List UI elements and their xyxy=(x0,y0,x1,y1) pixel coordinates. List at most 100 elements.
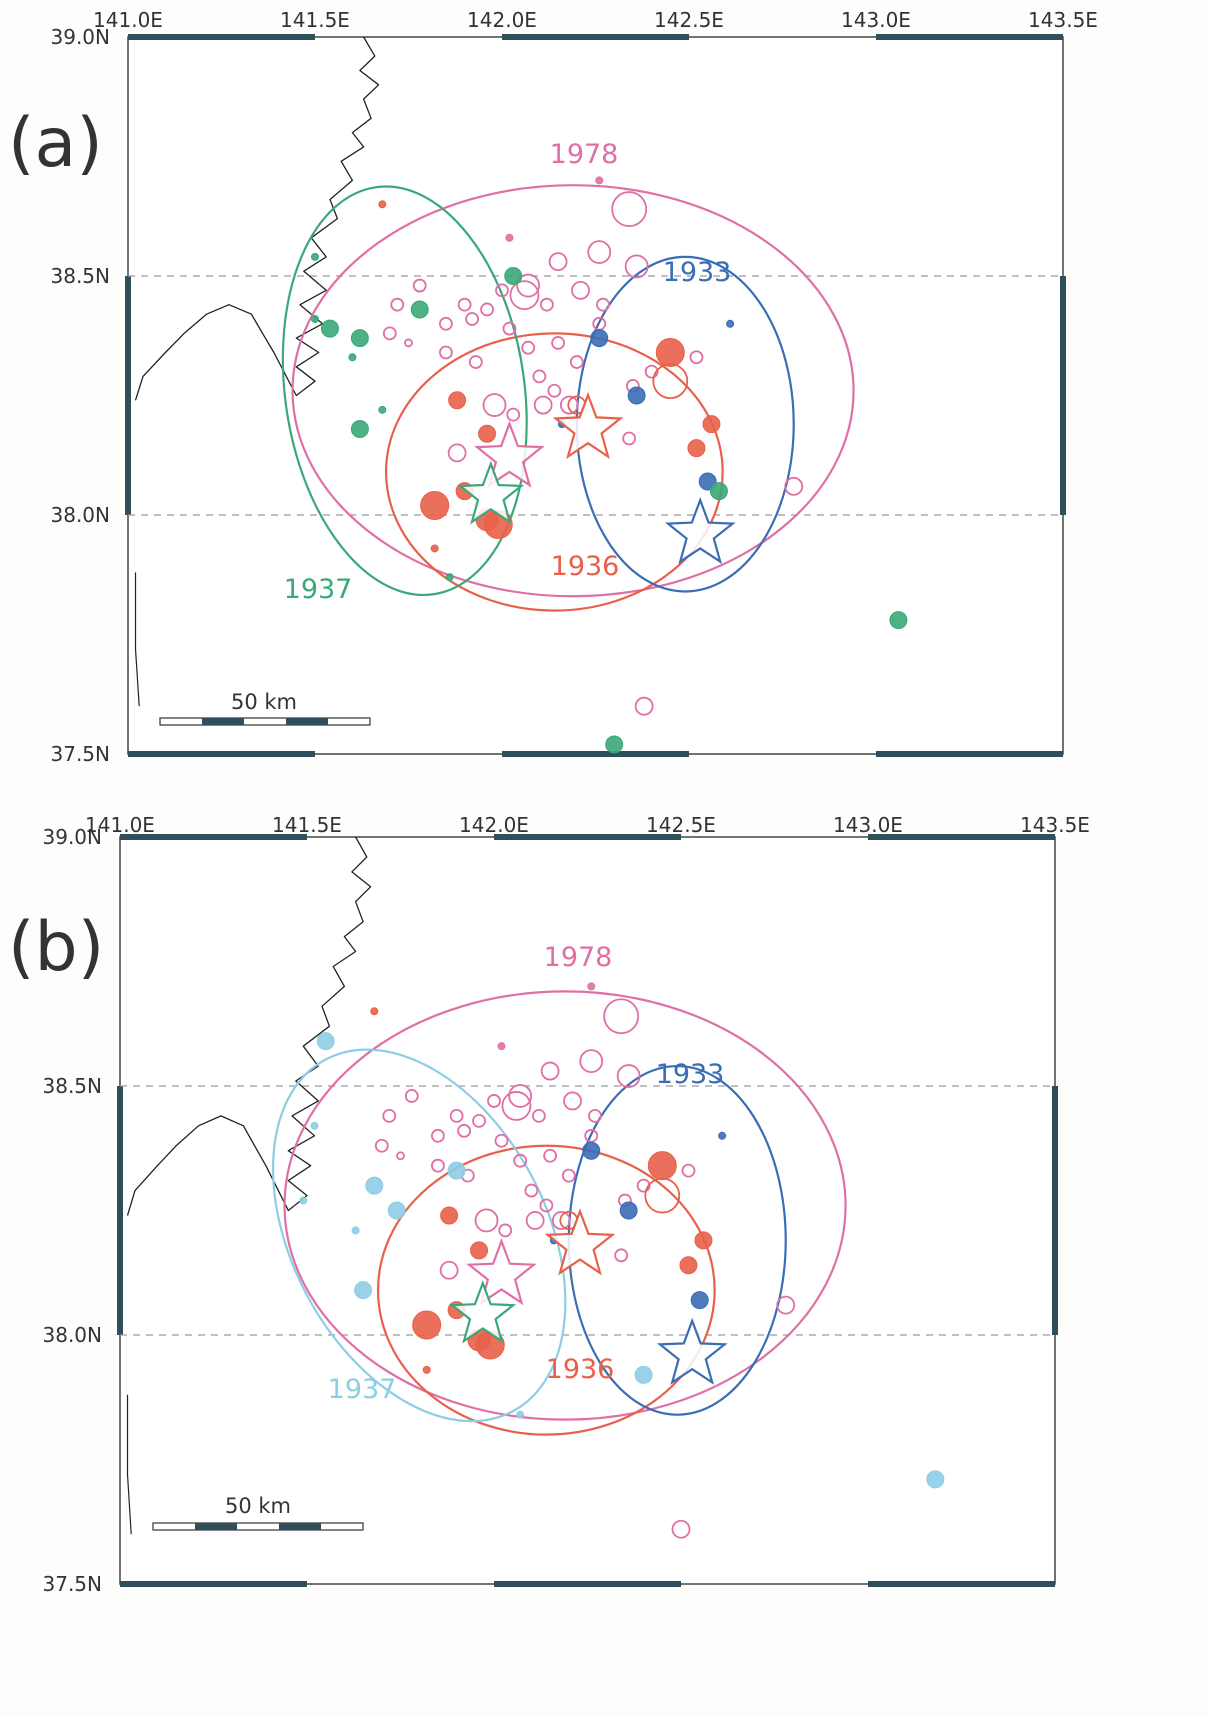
coastline xyxy=(134,36,380,707)
coastline-path xyxy=(126,1394,132,1535)
event-marker-r1978 xyxy=(569,355,584,369)
event-marker-r1978 xyxy=(502,321,517,336)
event-marker-r1978 xyxy=(465,312,479,326)
event-marker-r1978 xyxy=(540,1061,560,1081)
event-marker-r1937b xyxy=(316,1032,335,1051)
event-marker-r1978 xyxy=(559,395,579,415)
rupture-ellipse-r1936 xyxy=(384,332,724,612)
scale-bar: 50 km xyxy=(159,690,371,726)
event-marker-r1937b xyxy=(365,1176,384,1195)
y-tick-label: 38.0N xyxy=(43,1323,103,1347)
event-marker-r1978 xyxy=(784,476,804,496)
x-tick-label: 141.0E xyxy=(93,8,163,32)
event-marker-r1978 xyxy=(506,407,521,422)
rupture-ellipse-r1978 xyxy=(291,184,855,598)
event-marker-r1978 xyxy=(551,336,565,350)
event-marker-r1978 xyxy=(497,1042,506,1051)
event-marker-r1978 xyxy=(472,1113,486,1128)
event-marker-r1978 xyxy=(525,1211,545,1230)
label-1978: 1978 xyxy=(550,139,619,170)
event-marker-r1936 xyxy=(702,415,721,434)
panel-label: (b) xyxy=(8,908,104,987)
event-marker-r1978 xyxy=(689,350,704,365)
frame-scale-bars xyxy=(125,34,1066,757)
event-marker-r1978 xyxy=(412,278,427,293)
event-marker-r1936 xyxy=(687,439,706,458)
frame-bar-bottom xyxy=(128,751,315,757)
event-marker-r1978 xyxy=(533,395,553,415)
frame-scale-bars xyxy=(117,834,1058,1587)
event-marker-r1978 xyxy=(396,1151,405,1161)
event-marker-r1978 xyxy=(521,340,536,355)
event-marker-r1937a xyxy=(320,319,339,338)
event-marker-r1937a xyxy=(889,611,908,630)
event-marker-r1936 xyxy=(448,391,467,410)
event-marker-r1936 xyxy=(430,544,439,553)
event-marker-r1978 xyxy=(539,1198,554,1213)
event-marker-r1937a xyxy=(410,300,429,319)
event-marker-r1978 xyxy=(681,1163,696,1178)
event-marker-r1978 xyxy=(468,355,483,369)
event-marker-r1978 xyxy=(509,280,540,311)
frame-bar-bottom xyxy=(876,751,1063,757)
event-marker-r1937a xyxy=(445,573,454,582)
x-tick-label: 141.5E xyxy=(280,8,350,32)
rupture-ellipse-r1937b xyxy=(271,1048,567,1423)
event-marker-r1978 xyxy=(482,393,507,417)
epicenter-stars xyxy=(457,391,736,565)
scale-bar: 50 km xyxy=(152,1494,364,1531)
event-marker-r1978 xyxy=(532,369,547,384)
event-marker-r1978 xyxy=(551,1211,571,1230)
frame-bar-left xyxy=(117,1086,123,1335)
event-marker-r1937a xyxy=(378,405,387,414)
event-marker-r1978 xyxy=(622,431,637,446)
event-marker-r1936 xyxy=(422,1365,431,1374)
frame-bar-top xyxy=(128,34,315,40)
event-marker-r1937a xyxy=(350,419,369,438)
event-marker-r1978 xyxy=(588,1108,602,1123)
event-marker-r1933 xyxy=(619,1201,638,1220)
epicenter-star-r1933 xyxy=(664,496,736,565)
event-marker-r1978 xyxy=(548,252,568,272)
epicenter-stars xyxy=(449,1208,728,1385)
frame-bar-bottom xyxy=(494,1581,681,1587)
aftershock-events xyxy=(299,982,945,1539)
frame-bar-bottom xyxy=(120,1581,307,1587)
event-marker-r1936 xyxy=(652,363,689,400)
rupture-ellipse-r1978 xyxy=(283,990,847,1421)
epicenter-star-r1937a xyxy=(457,460,525,525)
x-tick-label: 142.0E xyxy=(459,813,529,837)
event-marker-r1978 xyxy=(616,1064,641,1088)
event-marker-r1936 xyxy=(694,1231,713,1250)
event-marker-r1978 xyxy=(505,233,514,242)
event-marker-r1937b xyxy=(926,1470,945,1489)
frame-bar-bottom xyxy=(502,751,689,757)
event-marker-r1978 xyxy=(539,297,554,312)
event-marker-r1936 xyxy=(644,1177,681,1214)
frame-bar-bottom xyxy=(868,1581,1055,1587)
event-marker-r1978 xyxy=(611,191,648,227)
coastline-path xyxy=(126,836,372,1216)
event-marker-r1978 xyxy=(374,1138,389,1153)
rupture-ellipses xyxy=(281,184,855,612)
event-marker-r1978 xyxy=(438,345,453,360)
label-1936: 1936 xyxy=(551,551,620,582)
scale-label: 50 km xyxy=(231,690,297,714)
event-marker-r1978 xyxy=(447,443,467,463)
event-marker-r1978 xyxy=(587,982,596,991)
y-tick-label: 39.0N xyxy=(51,25,111,49)
event-marker-r1936 xyxy=(420,490,450,520)
event-marker-r1978 xyxy=(390,297,405,312)
event-marker-r1978 xyxy=(474,1208,499,1233)
event-marker-r1937b xyxy=(354,1281,373,1300)
coastline-path xyxy=(134,572,140,707)
event-marker-r1978 xyxy=(587,240,612,265)
x-tick-label: 143.0E xyxy=(833,813,903,837)
event-marker-r1937b xyxy=(387,1201,406,1220)
y-tick-label: 39.0N xyxy=(43,825,103,849)
event-marker-r1937b xyxy=(351,1226,360,1235)
event-marker-r1978 xyxy=(624,254,649,279)
event-marker-r1978 xyxy=(634,696,654,716)
event-marker-r1978 xyxy=(579,1049,604,1073)
event-marker-r1937a xyxy=(311,315,319,324)
